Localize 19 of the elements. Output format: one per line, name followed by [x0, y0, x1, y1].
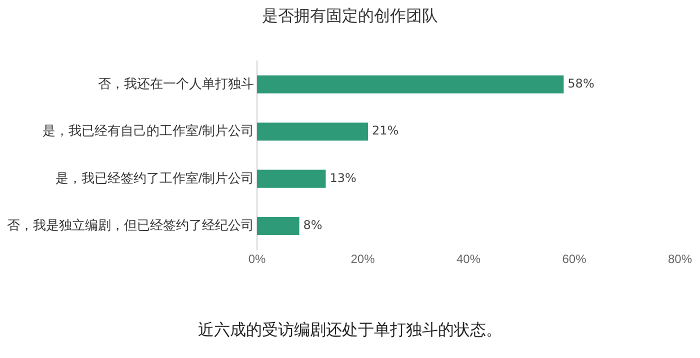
x-tick-label: 40%	[456, 252, 481, 266]
y-tick-label: 否，我还在一个人单打独斗	[98, 76, 254, 91]
data-label: 13%	[330, 170, 356, 185]
data-label: 21%	[372, 124, 399, 138]
bar	[257, 170, 326, 188]
bar	[257, 75, 564, 94]
x-tick-label: 20%	[350, 252, 376, 266]
x-tick-label: 0%	[248, 252, 266, 266]
bar	[257, 216, 300, 236]
y-tick-label: 否，我是独立编剧，但已经签约了经纪公司	[7, 218, 254, 233]
bar	[257, 122, 368, 141]
data-label: 58%	[568, 76, 594, 91]
y-tick-label: 是，我已经有自己的工作室/制片公司	[42, 123, 254, 138]
data-label: 8%	[303, 218, 322, 232]
x-tick-label: 80%	[668, 252, 692, 266]
y-tick-label: 是，我已经签约了工作室/制片公司	[55, 170, 254, 186]
text: 近六成的受访编剧还处于单打独斗的状态。	[197, 320, 503, 341]
chart-title: 是否拥有固定的创作团队	[261, 6, 439, 27]
x-tick-label: 60%	[562, 252, 587, 266]
